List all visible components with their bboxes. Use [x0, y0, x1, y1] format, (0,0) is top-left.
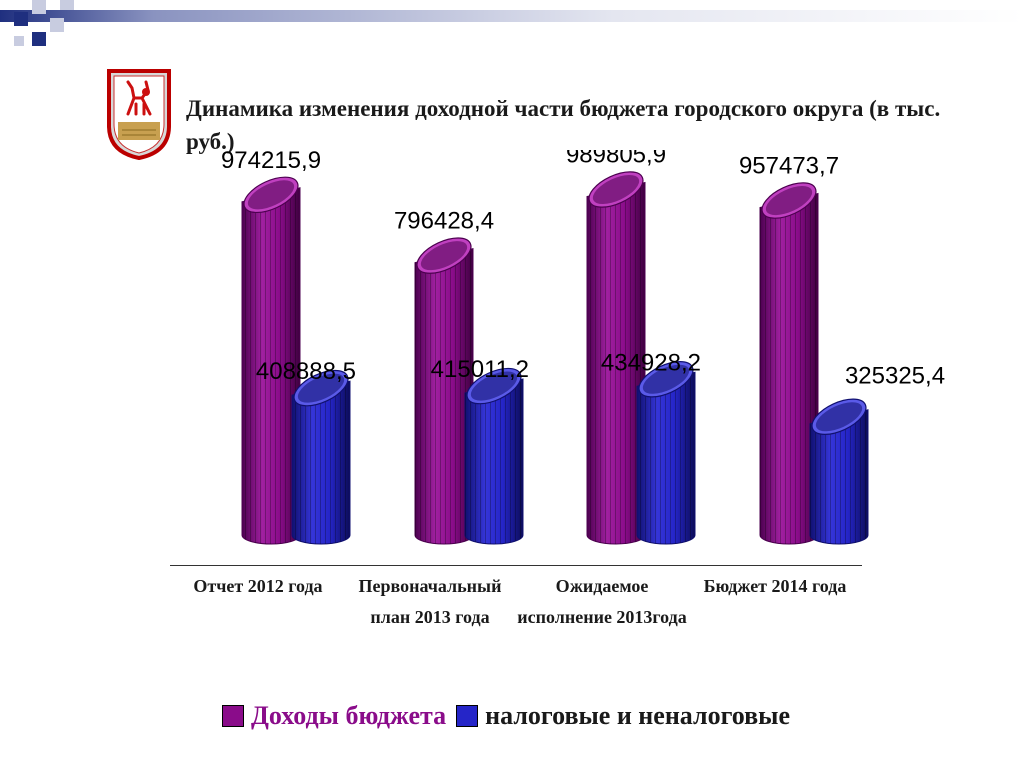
legend-swatch-income: [222, 705, 244, 727]
bar-texture: [415, 248, 473, 544]
bar-top-shade: [592, 174, 640, 205]
data-label-income: 957473,7: [739, 153, 839, 180]
category-label: Бюджет 2014 года: [703, 576, 847, 596]
deer-coat-of-arms-icon: [107, 69, 171, 160]
category-label: Отчет 2012 года: [193, 576, 323, 596]
chart-title: Динамика изменения доходной части бюджет…: [186, 96, 941, 154]
legend-swatch-tax: [456, 705, 479, 727]
data-label-tax: 434928,2: [601, 349, 701, 376]
bar-tax: [636, 361, 696, 545]
bar-texture: [760, 193, 818, 544]
data-label-tax: 408888,5: [256, 358, 356, 385]
data-label-income: 974215,9: [221, 150, 321, 174]
bar-income: [241, 176, 301, 545]
category-label: Ожидаемое исполнение 2013года: [517, 576, 687, 627]
bar-top-shade: [470, 371, 518, 401]
bar-income: [414, 237, 474, 545]
bar-income: [586, 171, 646, 545]
bar-top-shade: [765, 186, 813, 216]
legend-label-income: Доходы бюджета: [251, 701, 447, 730]
bar-income: [759, 182, 819, 545]
bar-texture: [587, 182, 645, 544]
bar-top-shade: [247, 180, 295, 210]
data-label-income: 796428,4: [394, 208, 494, 235]
legend-item-tax: налоговые и неналоговые: [456, 701, 790, 731]
bar-tax: [809, 398, 869, 545]
bar-top-shade: [815, 402, 863, 432]
bar-tax: [464, 367, 524, 545]
bar-top-shade: [297, 373, 345, 403]
chart-legend: Доходы бюджета налоговые и неналоговые: [222, 698, 800, 734]
data-label-tax: 325325,4: [845, 363, 945, 390]
bar-texture: [465, 379, 523, 544]
bar-texture: [637, 372, 695, 544]
bar-top-shade: [642, 364, 690, 394]
decorative-banner: [0, 0, 1023, 46]
bar-texture: [810, 409, 868, 544]
data-label-tax: 415011,2: [431, 356, 529, 383]
x-axis-line: [170, 565, 862, 566]
bar-texture: [242, 187, 300, 544]
bar-texture: [292, 381, 350, 544]
legend-label-tax: налоговые и неналоговые: [485, 701, 791, 730]
bar-chart: 974215,9 408888,5 796428,4 415011,2 989805,9…: [221, 150, 945, 545]
bar-top-shade: [420, 241, 468, 271]
legend-item-income: Доходы бюджета: [222, 701, 446, 731]
category-label: Первоначальный план 2013 года: [358, 576, 502, 627]
data-label-income: 989805,9: [566, 150, 666, 168]
bar-tax: [291, 369, 351, 545]
